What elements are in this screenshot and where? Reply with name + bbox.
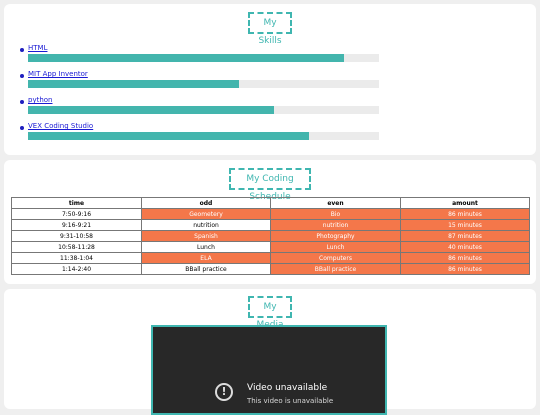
table-row: 10:58-11:28 Lunch Lunch 40 minutes	[11, 241, 530, 253]
video-error-title: Video unavailable	[247, 383, 328, 393]
skill-link-html[interactable]: HTML	[28, 44, 48, 52]
column-header-amount: amount	[400, 197, 530, 209]
media-heading: My Media	[248, 296, 292, 330]
amount-cell: 87 minutes	[400, 230, 530, 242]
table-row: 9:31-10:58 Spanish Photography 87 minute…	[11, 230, 530, 242]
video-error-subtitle: This video is unavailable	[247, 397, 334, 405]
even-cell: Photography	[270, 230, 401, 242]
skill-link-mit-app-inventor[interactable]: MIT App Inventor	[28, 70, 88, 78]
time-cell: 11:38-1:04	[11, 252, 142, 264]
odd-cell: ELA	[141, 252, 271, 264]
table-row: 9:16-9:21 nutrition nutrition 15 minutes	[11, 219, 530, 231]
skills-card: My Skills HTML MIT App Inventor python V…	[4, 4, 536, 155]
column-header-odd: odd	[141, 197, 271, 209]
odd-cell: BBall practice	[141, 263, 271, 275]
time-cell: 1:14-2:40	[11, 263, 142, 275]
bullet-icon	[20, 74, 24, 78]
time-cell: 10:58-11:28	[11, 241, 142, 253]
odd-cell: Spanish	[141, 230, 271, 242]
bullet-icon	[20, 100, 24, 104]
table-row: 1:14-2:40 BBall practice BBall practice …	[11, 263, 530, 275]
odd-cell: nutrition	[141, 219, 271, 231]
column-header-time: time	[11, 197, 142, 209]
schedule-table: time odd even amount 7:50-9:16 Geometery…	[11, 197, 530, 275]
exclamation-circle-icon: !	[215, 383, 233, 401]
amount-cell: 15 minutes	[400, 219, 530, 231]
skills-heading: My Skills	[248, 12, 292, 46]
amount-cell: 86 minutes	[400, 252, 530, 264]
media-card: My Media ! Video unavailable This video …	[4, 289, 536, 415]
time-cell: 9:16-9:21	[11, 219, 142, 231]
time-cell: 7:50-9:16	[11, 208, 142, 220]
bullet-icon	[20, 48, 24, 52]
even-cell: Computers	[270, 252, 401, 264]
video-player[interactable]: ! Video unavailable This video is unavai…	[151, 325, 387, 415]
odd-cell: Lunch	[141, 241, 271, 253]
skill-progress-track	[28, 80, 379, 88]
table-row: 7:50-9:16 Geometery Bio 86 minutes	[11, 208, 530, 220]
time-cell: 9:31-10:58	[11, 230, 142, 242]
skill-progress-track	[28, 132, 379, 140]
bullet-icon	[20, 126, 24, 130]
skill-link-python[interactable]: python	[28, 96, 53, 104]
skill-link-vex-coding-studio[interactable]: VEX Coding Studio	[28, 122, 94, 130]
odd-cell: Geometery	[141, 208, 271, 220]
skill-progress-track	[28, 106, 379, 114]
amount-cell: 40 minutes	[400, 241, 530, 253]
amount-cell: 86 minutes	[400, 263, 530, 275]
schedule-card: My Coding Schedule time odd even amount …	[4, 160, 536, 284]
skill-progress-fill	[28, 80, 239, 88]
skill-progress-fill	[28, 106, 274, 114]
table-header-row: time odd even amount	[11, 197, 530, 209]
even-cell: Lunch	[270, 241, 401, 253]
skill-progress-fill	[28, 132, 309, 140]
table-row: 11:38-1:04 ELA Computers 86 minutes	[11, 252, 530, 264]
column-header-even: even	[270, 197, 401, 209]
even-cell: BBall practice	[270, 263, 401, 275]
skill-progress-track	[28, 54, 379, 62]
even-cell: Bio	[270, 208, 401, 220]
skill-progress-fill	[28, 54, 344, 62]
amount-cell: 86 minutes	[400, 208, 530, 220]
schedule-heading: My Coding Schedule	[229, 168, 311, 202]
even-cell: nutrition	[270, 219, 401, 231]
